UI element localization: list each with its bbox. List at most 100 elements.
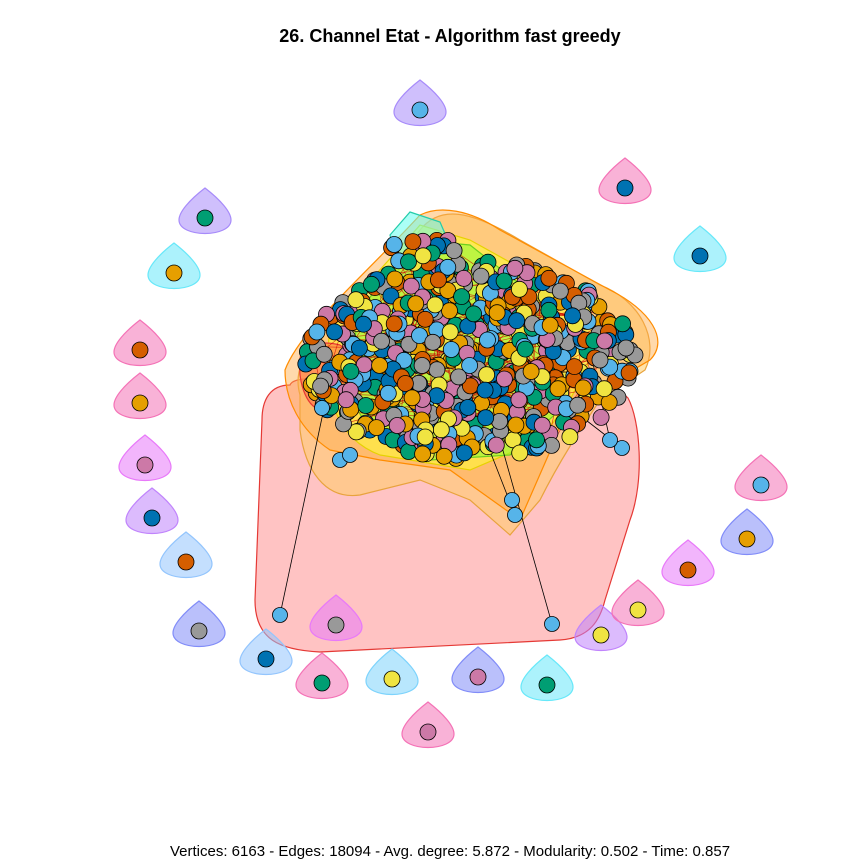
- graph-node: [504, 492, 520, 508]
- graph-node: [411, 327, 428, 345]
- graph-node: [561, 428, 579, 446]
- graph-node: [371, 356, 389, 374]
- graph-node: [528, 431, 545, 449]
- graph-node: [413, 357, 431, 374]
- isolated-community-1: [393, 79, 447, 127]
- graph-node: [445, 242, 463, 260]
- graph-node: [566, 358, 583, 376]
- graph-node: [388, 417, 406, 434]
- graph-node: [347, 291, 365, 309]
- graph-node: [477, 409, 495, 427]
- isolated-community-7: [113, 372, 167, 420]
- graph-node: [533, 416, 551, 434]
- graph-node: [614, 440, 630, 456]
- graph-node: [400, 253, 417, 271]
- graph-node: [551, 282, 569, 300]
- graph-node: [342, 447, 358, 463]
- graph-node: [752, 476, 770, 494]
- graph-node: [143, 509, 161, 527]
- graph-node: [131, 341, 149, 359]
- graph-node: [357, 397, 375, 414]
- graph-node: [617, 339, 635, 357]
- isolated-community-17: [451, 646, 505, 694]
- graph-node: [495, 370, 513, 388]
- graph-node: [429, 271, 447, 289]
- graph-node: [679, 561, 697, 579]
- graph-node: [337, 391, 355, 409]
- isolated-community-16: [401, 701, 455, 749]
- graph-node: [516, 340, 534, 358]
- graph-node: [465, 305, 483, 323]
- graph-node: [396, 375, 414, 392]
- graph-node: [455, 269, 473, 287]
- graph-node: [459, 399, 477, 416]
- graph-node: [165, 264, 183, 282]
- graph-node: [569, 396, 587, 414]
- graph-node: [395, 351, 413, 369]
- graph-node: [403, 389, 421, 407]
- graph-node: [439, 258, 457, 276]
- graph-node: [508, 312, 525, 330]
- graph-node: [177, 553, 195, 571]
- graph-node: [419, 723, 437, 741]
- graph-node: [442, 341, 460, 358]
- isolated-community-4: [673, 225, 727, 273]
- graph-node: [428, 361, 446, 379]
- graph-node: [472, 267, 490, 285]
- graph-node: [540, 301, 558, 319]
- graph-node: [136, 456, 154, 474]
- isolated-community-12: [239, 628, 293, 676]
- graph-node: [257, 650, 275, 668]
- graph-node: [426, 296, 444, 314]
- isolated-community-14: [295, 652, 349, 700]
- graph-node: [326, 323, 343, 341]
- plot-title: 26. Channel Etat - Algorithm fast greedy: [279, 26, 621, 46]
- graph-node: [592, 626, 610, 644]
- graph-node: [453, 288, 471, 306]
- graph-node: [400, 443, 418, 460]
- graph-node: [511, 444, 529, 462]
- graph-node: [308, 323, 326, 341]
- graph-node: [455, 444, 473, 462]
- graph-node: [327, 616, 345, 634]
- isolated-community-23: [734, 454, 788, 502]
- graph-node: [312, 377, 330, 395]
- graph-node: [510, 391, 528, 409]
- graph-node: [450, 368, 468, 386]
- graph-node: [544, 616, 560, 632]
- graph-node: [595, 380, 613, 398]
- graph-node: [416, 310, 434, 328]
- graph-node: [495, 272, 513, 290]
- graph-node: [428, 387, 446, 405]
- graph-node: [414, 247, 432, 265]
- graph-node: [441, 323, 459, 341]
- isolated-community-15: [365, 648, 419, 696]
- graph-node: [342, 362, 360, 380]
- graph-node: [385, 236, 403, 253]
- graph-node: [591, 351, 609, 369]
- isolated-community-6: [113, 319, 167, 367]
- graph-node: [549, 380, 567, 398]
- graph-node: [461, 357, 479, 374]
- graph-node: [522, 363, 540, 380]
- isolated-community-20: [611, 579, 665, 627]
- graph-node: [487, 436, 505, 454]
- graph-node: [614, 315, 631, 333]
- graph-node: [404, 233, 422, 251]
- edge: [279, 379, 331, 616]
- main-cluster-nodes: [272, 231, 644, 632]
- graph-node: [506, 259, 524, 277]
- isolated-community-18: [520, 654, 574, 702]
- graph-node: [602, 432, 618, 448]
- graph-node: [362, 275, 380, 293]
- graph-node: [313, 674, 331, 692]
- graph-node: [479, 331, 496, 349]
- graph-node: [424, 333, 442, 351]
- isolated-community-2: [598, 157, 652, 205]
- graph-node: [507, 416, 525, 434]
- graph-node: [564, 307, 581, 325]
- graph-node: [620, 364, 638, 382]
- graph-node: [511, 280, 528, 298]
- graph-node: [574, 379, 592, 397]
- graph-node: [385, 315, 403, 333]
